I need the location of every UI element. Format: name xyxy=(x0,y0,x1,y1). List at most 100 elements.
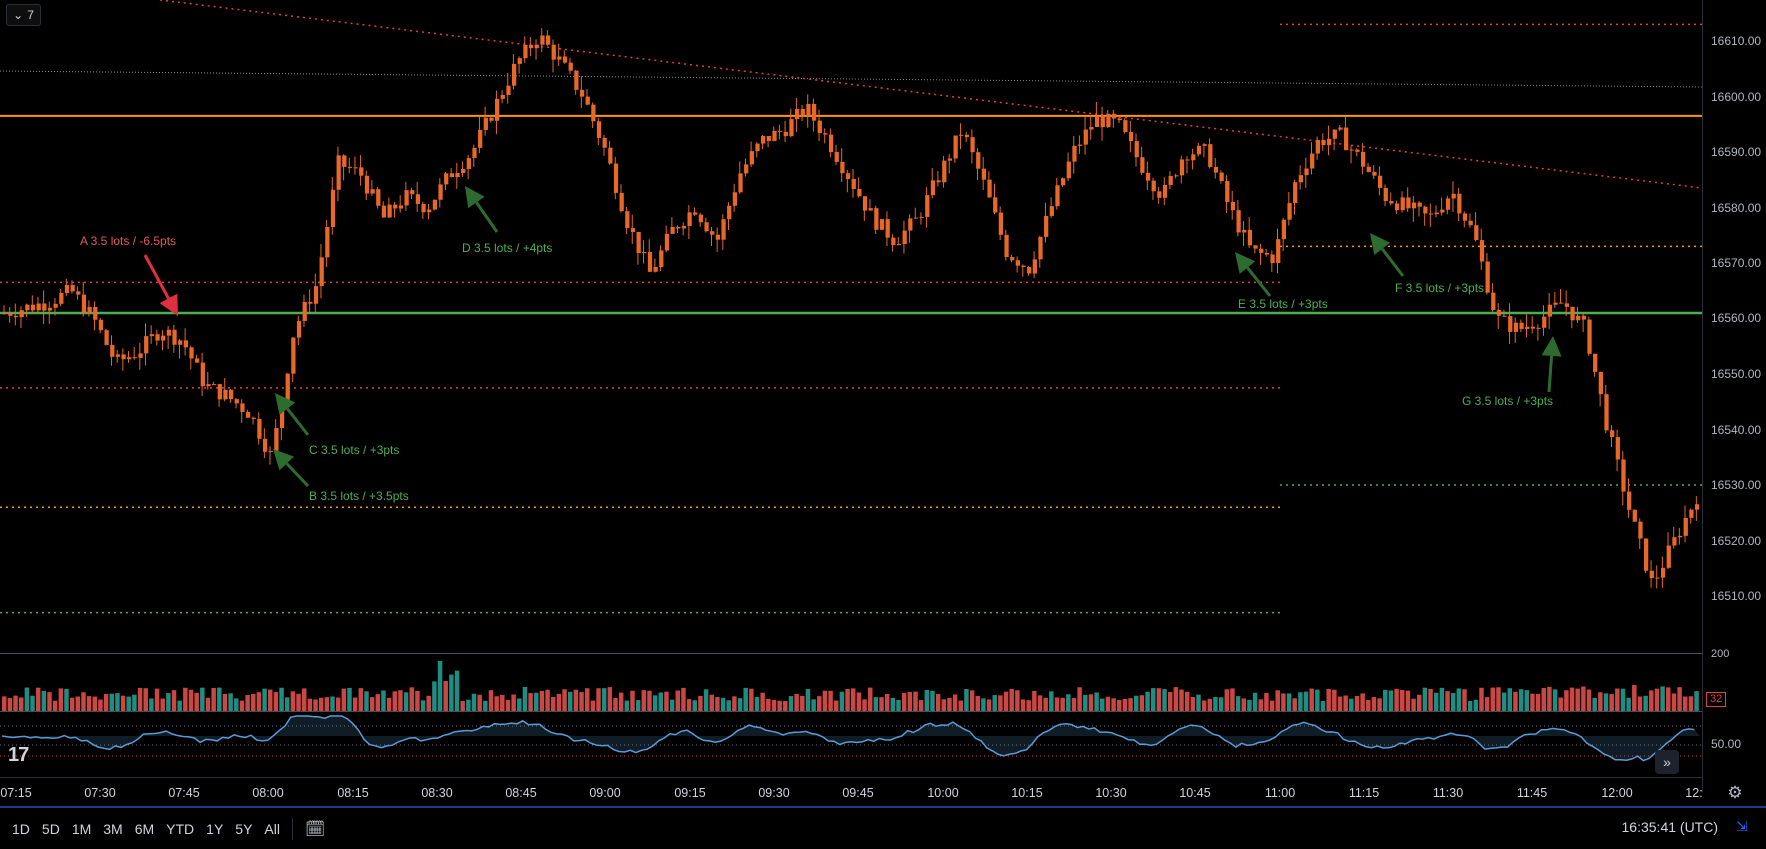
range-button-1y[interactable]: 1Y xyxy=(200,815,229,843)
volume-bar xyxy=(681,687,686,711)
candle-body xyxy=(1496,309,1502,316)
candle-body xyxy=(1576,315,1581,321)
candle-body xyxy=(172,329,177,345)
volume-bar xyxy=(1213,697,1218,711)
volume-bar xyxy=(1530,693,1535,711)
candle-body xyxy=(540,35,545,45)
trade-arrow-head xyxy=(1541,336,1562,357)
main-chart-pane[interactable] xyxy=(0,0,1702,652)
time-tick: 10:45 xyxy=(1179,786,1211,800)
trade-arrow-shaft xyxy=(1246,266,1272,297)
candle-body xyxy=(53,303,58,308)
volume-bar xyxy=(822,690,828,711)
range-button-1m[interactable]: 1M xyxy=(66,815,97,843)
volume-bar xyxy=(222,694,228,711)
maximize-pane-icon[interactable]: ⇲ xyxy=(1736,818,1748,834)
volume-bar xyxy=(1303,691,1309,711)
volume-bar xyxy=(1598,692,1603,711)
volume-bar xyxy=(800,695,805,711)
volume-bar xyxy=(500,694,505,711)
volume-bar xyxy=(426,695,431,711)
candle-body xyxy=(964,134,970,138)
candle-body xyxy=(319,257,324,287)
candle-body xyxy=(2,312,7,314)
volume-bar xyxy=(1088,694,1094,711)
range-button-ytd[interactable]: YTD xyxy=(160,815,200,843)
range-button-1d[interactable]: 1D xyxy=(6,815,36,843)
candle-body xyxy=(1049,206,1054,216)
volume-bar xyxy=(817,696,822,711)
volume-bar xyxy=(1394,688,1399,711)
oscillator-pane[interactable] xyxy=(0,711,1702,777)
price-chart-canvas[interactable] xyxy=(0,0,1702,652)
volume-bar xyxy=(1117,699,1122,711)
scroll-to-realtime-button[interactable]: » xyxy=(1655,750,1679,774)
volume-bar xyxy=(1009,688,1014,711)
candle-body xyxy=(879,219,885,230)
volume-bar xyxy=(1694,691,1699,711)
candle-body xyxy=(761,135,766,144)
price-tick: 16520.00 xyxy=(1711,534,1762,548)
volume-bar xyxy=(715,697,720,711)
range-button-all[interactable]: All xyxy=(258,815,286,843)
candle-body xyxy=(1638,521,1643,539)
volume-bar xyxy=(1462,689,1467,711)
volume-bar xyxy=(149,698,154,711)
volume-bar xyxy=(228,693,233,711)
candle-body xyxy=(506,85,511,95)
range-button-5y[interactable]: 5Y xyxy=(229,815,258,843)
volume-bar xyxy=(998,695,1003,711)
time-tick: 10:15 xyxy=(1011,786,1043,800)
volume-bar xyxy=(1134,695,1139,711)
trade-arrow-head xyxy=(159,293,178,316)
volume-bar xyxy=(160,698,165,711)
candle-body xyxy=(698,214,704,223)
go-to-date-calendar-icon[interactable]: 🗓 xyxy=(299,815,331,843)
volume-bar xyxy=(1683,696,1688,711)
candle-body xyxy=(1485,261,1490,293)
price-tick: 16510.00 xyxy=(1711,589,1762,603)
volume-bar xyxy=(522,687,528,711)
volume-bar xyxy=(601,688,607,711)
trade-annotation-a: A 3.5 lots / -6.5pts xyxy=(80,234,177,248)
candle-body xyxy=(1445,198,1451,210)
range-button-3m[interactable]: 3M xyxy=(97,815,128,843)
candle-body xyxy=(489,117,494,121)
candle-body xyxy=(347,166,353,168)
trade-arrow-shaft xyxy=(285,462,310,488)
time-tick: 10:00 xyxy=(927,786,959,800)
time-tick: 12: xyxy=(1685,786,1703,800)
volume-bar xyxy=(1128,698,1133,711)
price-tick: 16570.00 xyxy=(1711,256,1762,270)
price-axis[interactable]: 16610.00 16600.00 16590.00 16580.00 1657… xyxy=(1702,0,1766,792)
utc-clock[interactable]: 16:35:41 (UTC) xyxy=(1621,819,1718,835)
volume-bar xyxy=(1371,697,1377,711)
volume-bar xyxy=(907,692,913,711)
candle-body xyxy=(1230,201,1236,211)
candle-body xyxy=(1649,570,1654,578)
volume-bar xyxy=(1292,698,1297,711)
interval-dropdown-button[interactable]: ⌄ 7 xyxy=(6,4,41,26)
time-axis[interactable]: 07:15 07:30 07:45 08:00 08:15 08:30 08:4… xyxy=(0,777,1703,808)
volume-bar xyxy=(126,696,131,711)
candle-body xyxy=(1270,254,1275,264)
candle-body xyxy=(1468,220,1473,226)
volume-bar xyxy=(245,695,250,711)
volume-bar xyxy=(375,694,381,711)
time-tick: 08:15 xyxy=(337,786,369,800)
volume-bar xyxy=(1162,689,1167,711)
volume-bar xyxy=(330,696,335,711)
candle-body xyxy=(245,411,251,418)
candle-body xyxy=(591,104,596,122)
trade-annotation-g: G 3.5 lots / +3pts xyxy=(1462,394,1554,408)
volume-bar xyxy=(596,688,601,711)
trade-annotation-b: B 3.5 lots / +3.5pts xyxy=(309,489,409,503)
volume-bar xyxy=(1456,688,1462,711)
candle-body xyxy=(1451,193,1456,199)
range-button-6m[interactable]: 6M xyxy=(129,815,160,843)
chart-settings-gear-icon[interactable]: ⚙ xyxy=(1727,783,1743,802)
volume-bar xyxy=(1275,690,1280,711)
volume-pane[interactable] xyxy=(0,653,1702,711)
tradingview-logo[interactable]: 17 xyxy=(8,744,29,766)
range-button-5d[interactable]: 5D xyxy=(36,815,66,843)
